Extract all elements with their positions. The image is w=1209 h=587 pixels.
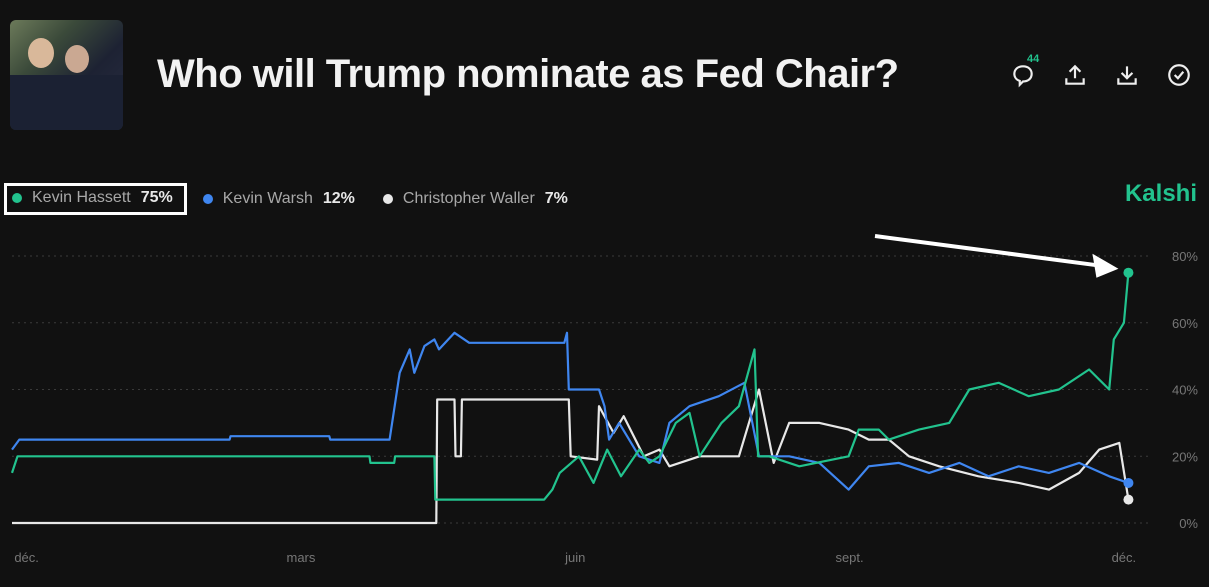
price-chart[interactable]: 0% 20% 40% 60% 80% déc. mars juin sept. déc. xyxy=(0,230,1209,587)
y-tick-label: 80% xyxy=(1172,249,1198,264)
page-title: Who will Trump nominate as Fed Chair? xyxy=(157,52,899,96)
legend-pct: 7% xyxy=(544,190,568,207)
legend-item-waller[interactable]: Christopher Waller 7% xyxy=(377,186,578,212)
x-tick-label: mars xyxy=(286,550,315,565)
legend-name: Kevin Warsh xyxy=(222,190,313,207)
chart-legend: Kevin Hassett 75% Kevin Warsh 12% Christop… xyxy=(4,183,590,215)
comments-count: 44 xyxy=(1027,53,1040,65)
legend-dot xyxy=(382,194,393,204)
market-thumbnail xyxy=(10,20,123,130)
legend-dot xyxy=(202,194,213,204)
share-icon xyxy=(1065,64,1085,85)
legend-pct: 75% xyxy=(140,189,173,206)
download-button[interactable] xyxy=(1114,62,1140,88)
y-tick-label: 0% xyxy=(1179,516,1198,531)
series-line-christopher-waller xyxy=(12,388,1130,525)
series-line-kevin-hassett xyxy=(10,272,1130,501)
share-button[interactable] xyxy=(1062,62,1088,88)
legend-name: Kevin Hassett xyxy=(32,189,131,206)
check-circle-icon xyxy=(1168,64,1190,86)
y-tick-label: 20% xyxy=(1172,449,1198,464)
annotation-arrow xyxy=(874,234,1101,268)
series-endpoint xyxy=(1123,494,1134,505)
watch-button[interactable] xyxy=(1166,62,1192,88)
legend-dot xyxy=(12,193,22,203)
series-line-kevin-warsh xyxy=(11,331,1129,491)
x-tick-label: déc. xyxy=(1112,550,1137,565)
x-tick-label: déc. xyxy=(14,550,39,565)
x-tick-label: juin xyxy=(564,550,585,565)
download-icon xyxy=(1117,66,1137,85)
comment-icon xyxy=(1013,65,1033,88)
y-tick-label: 60% xyxy=(1172,316,1198,331)
legend-item-warsh[interactable]: Kevin Warsh 12% xyxy=(197,186,365,212)
legend-item-hassett[interactable]: Kevin Hassett 75% xyxy=(4,183,187,215)
legend-pct: 12% xyxy=(322,190,355,207)
x-tick-label: sept. xyxy=(835,550,863,565)
kalshi-logo: Kalshi xyxy=(1124,180,1197,207)
y-tick-label: 40% xyxy=(1172,383,1198,398)
toolbar: 44 xyxy=(1010,53,1192,88)
legend-name: Christopher Waller xyxy=(402,190,535,207)
series-endpoint xyxy=(1123,477,1134,488)
annotation-arrowhead xyxy=(1092,253,1119,278)
comments-button[interactable]: 44 xyxy=(1010,53,1039,88)
series-endpoint xyxy=(1123,267,1134,278)
